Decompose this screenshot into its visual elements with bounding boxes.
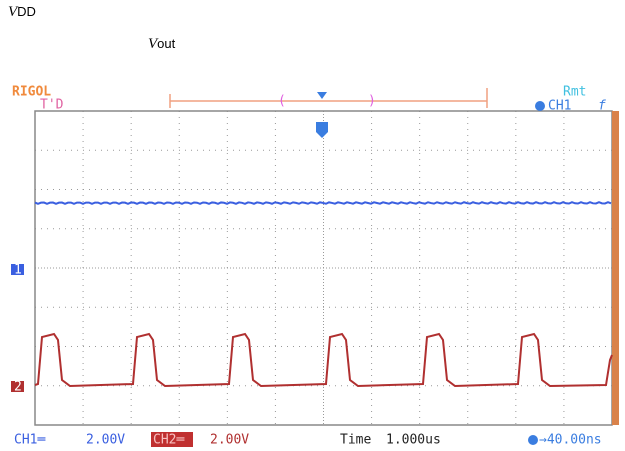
window-bracket: )	[368, 94, 376, 109]
time-label: Time	[340, 433, 371, 448]
right-bar	[612, 111, 619, 425]
offset-icon	[528, 435, 538, 445]
window-bracket: (	[278, 94, 286, 109]
time-scale: 1.000us	[386, 433, 441, 448]
trigger-status: T'D	[40, 98, 64, 113]
ch2-scale: 2.00V	[210, 433, 249, 448]
scope-screen: RIGOL T'D ( ) Rmt CH1 f 1 2 CH1═ 2.00V C…	[0, 0, 625, 451]
ch1-marker: 1	[14, 263, 22, 278]
screen-bg	[8, 82, 620, 451]
ch1-icon	[535, 101, 545, 111]
ch1-trace	[35, 202, 611, 204]
figure: VDD Vout RIGOL T'D ( ) Rmt CH1 f 1 2 CH1…	[0, 0, 625, 451]
time-offset: →40.00ns	[539, 433, 602, 448]
ch2-marker: 2	[14, 380, 22, 395]
ch1-scale: 2.00V	[86, 433, 125, 448]
ch2-label: CH2═	[153, 433, 184, 448]
trigger-edge: f	[598, 99, 606, 114]
remote-status: Rmt	[563, 85, 586, 100]
ch1-label: CH1═	[14, 433, 45, 448]
trigger-channel: CH1	[548, 99, 571, 114]
